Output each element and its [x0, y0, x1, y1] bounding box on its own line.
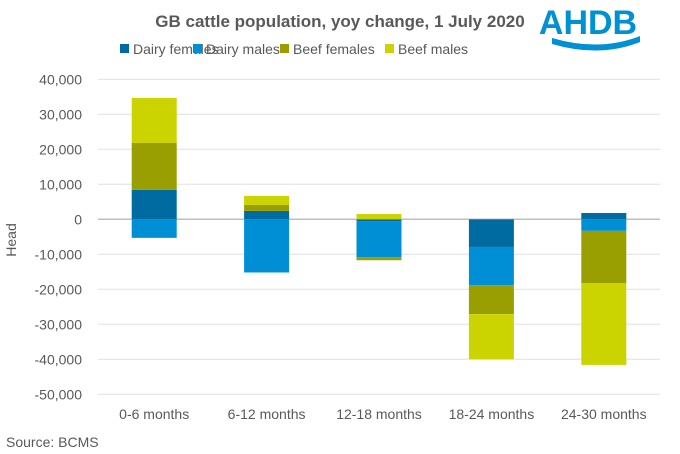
bar-beef-males — [581, 283, 627, 365]
bars — [131, 97, 627, 365]
legend-swatch — [193, 44, 202, 53]
ahdb-logo: AHDB — [539, 4, 640, 51]
x-tick-label: 18-24 months — [449, 406, 535, 422]
bar-dairy-males — [468, 246, 514, 286]
y-tick-label: 40,000 — [39, 71, 82, 87]
legend-label: Beef females — [293, 41, 375, 57]
bar-beef-females — [468, 285, 514, 315]
bar-beef-females — [244, 204, 290, 211]
bar-dairy-females — [581, 213, 627, 220]
y-tick-label: 0 — [74, 211, 82, 227]
y-tick-label: 10,000 — [39, 176, 82, 192]
bar-beef-males — [244, 195, 290, 205]
logo-swoosh — [552, 36, 640, 51]
logo-text: AHDB — [539, 4, 637, 42]
bar-dairy-females — [244, 210, 290, 220]
gridlines — [98, 78, 660, 395]
bar-dairy-males — [131, 219, 177, 238]
legend-label: Dairy males — [206, 41, 280, 57]
legend-swatch — [385, 44, 394, 53]
legend-label: Beef males — [398, 41, 468, 57]
bar-beef-males — [468, 314, 514, 360]
x-tick-label: 6-12 months — [228, 406, 306, 422]
y-tick-label: 20,000 — [39, 141, 82, 157]
x-tick-label: 24-30 months — [561, 406, 647, 422]
y-tick-label: -50,000 — [35, 386, 83, 402]
bar-dairy-males — [356, 221, 402, 258]
bar-beef-males — [356, 214, 402, 220]
bar-beef-females — [356, 257, 402, 261]
y-tick-label: -20,000 — [35, 281, 83, 297]
chart-title: GB cattle population, yoy change, 1 July… — [155, 12, 524, 31]
y-axis-label: Head — [3, 223, 19, 256]
y-tick-label: 30,000 — [39, 106, 82, 122]
source-note: Source: BCMS — [6, 434, 99, 450]
bar-dairy-males — [244, 219, 290, 273]
bar-beef-females — [131, 143, 177, 190]
bar-dairy-females — [468, 219, 514, 247]
x-tick-label: 0-6 months — [119, 406, 189, 422]
legend-swatch — [280, 44, 289, 53]
y-tick-label: -30,000 — [35, 316, 83, 332]
legend-swatch — [120, 44, 129, 53]
bar-dairy-males — [581, 219, 627, 231]
bar-dairy-females — [131, 189, 177, 220]
bar-beef-males — [131, 97, 177, 143]
x-axis-ticks: 0-6 months 6-12 months 12-18 months 18-24 m… — [119, 406, 646, 422]
y-tick-label: -40,000 — [35, 351, 83, 367]
bar-dairy-females — [356, 219, 402, 222]
y-tick-label: -10,000 — [35, 246, 83, 262]
bar-beef-females — [581, 230, 627, 283]
y-axis-ticks: 40,000 30,000 20,000 10,000 0 -10,000 -20,000 -… — [35, 71, 83, 402]
x-tick-label: 12-18 months — [336, 406, 422, 422]
